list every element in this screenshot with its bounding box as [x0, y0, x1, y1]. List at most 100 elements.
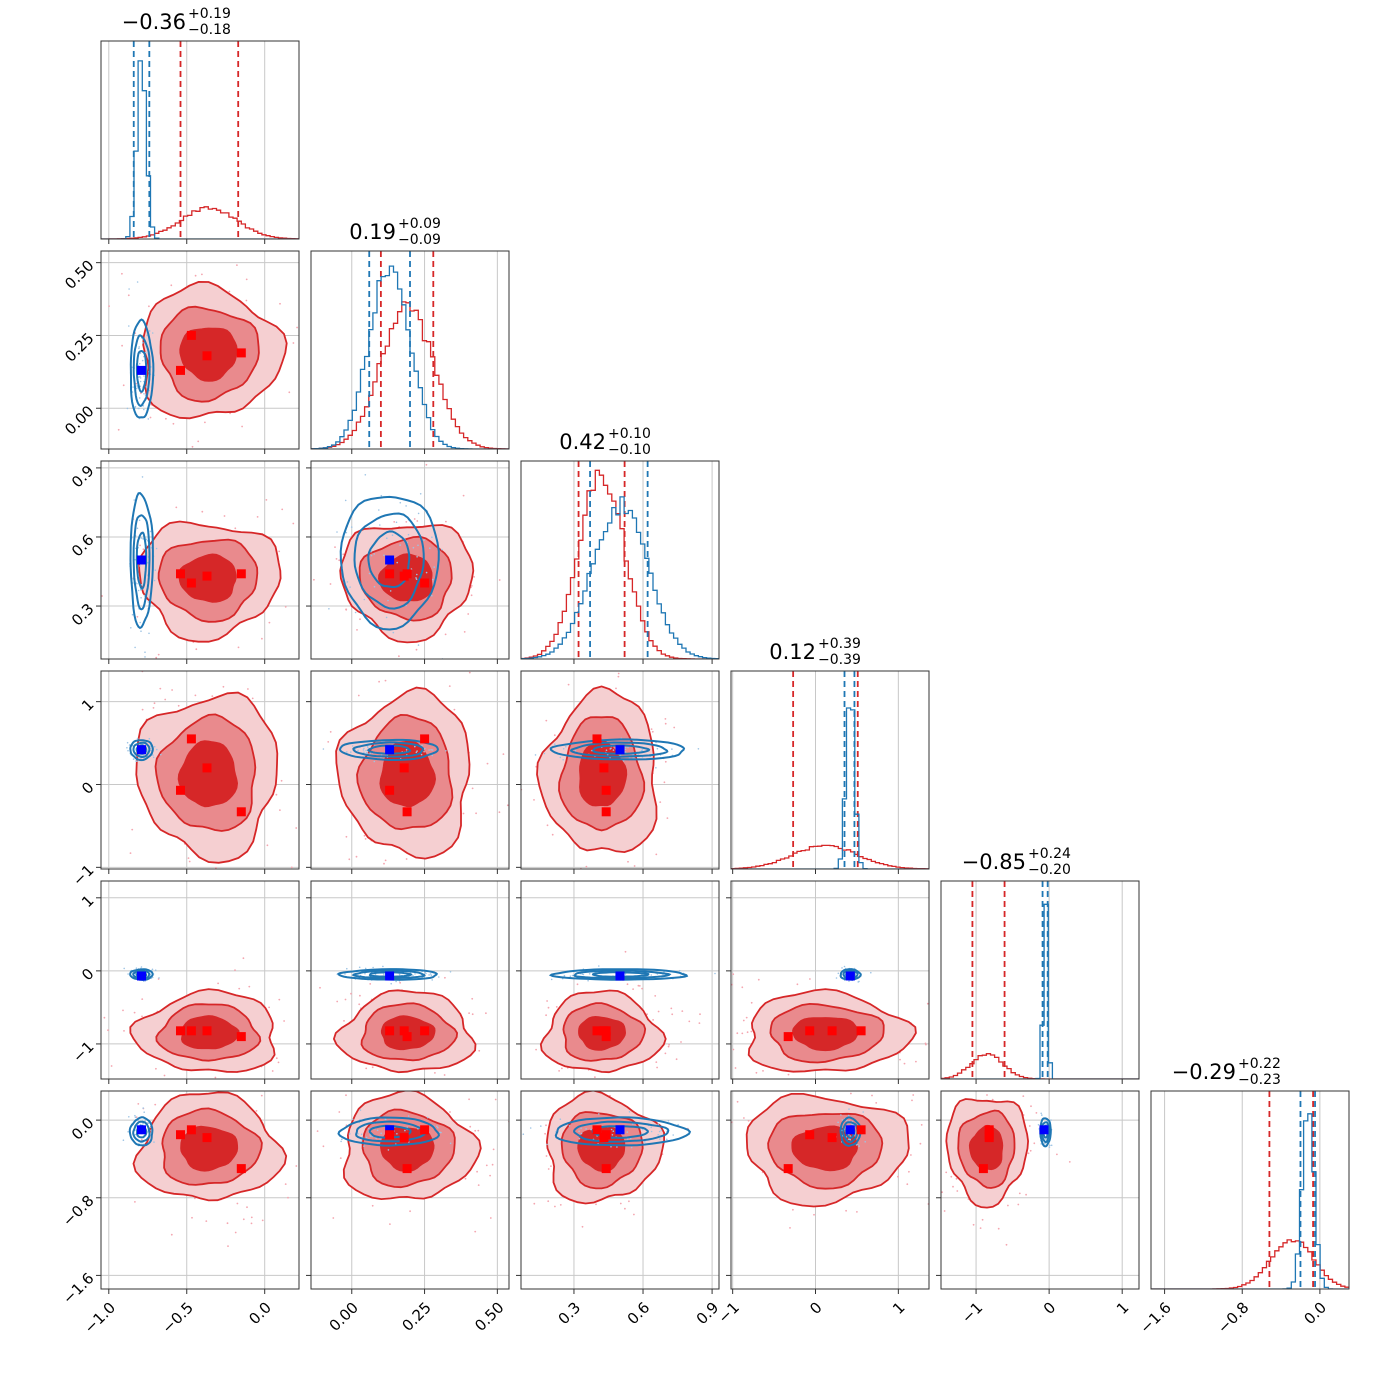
red-sample-point [986, 1094, 988, 1096]
red-sample-point [359, 994, 361, 997]
red-sample-point [597, 876, 599, 878]
red-sample-point [511, 1110, 513, 1112]
red-sample-point [787, 1073, 790, 1076]
red-sample-point [755, 1071, 758, 1074]
blue-sample-point [147, 601, 150, 603]
blue-sample-point [136, 582, 138, 585]
red-sample-point [191, 445, 194, 448]
red-sample-point [680, 1041, 682, 1043]
panel-3-0 [96, 670, 300, 874]
blue-sample-point [626, 1138, 629, 1140]
blue-sample-point [370, 554, 373, 557]
blue-contour-level-1 [129, 968, 154, 982]
blue-contour-level-2 [353, 512, 425, 610]
blue-sample-point [140, 630, 142, 632]
red-sample-point [545, 1124, 547, 1127]
red-sample-point [319, 986, 321, 989]
blue-marker [385, 971, 395, 981]
red-sample-point [172, 422, 175, 425]
blue-sample-point [630, 1146, 633, 1149]
red-sample-point [541, 877, 543, 879]
red-sample-point [506, 804, 509, 807]
blue-sample-point [858, 980, 860, 983]
red-sample-point [288, 391, 291, 394]
red-sample-point [313, 578, 315, 581]
blue-sample-point [144, 656, 146, 658]
red-sample-point [301, 984, 303, 986]
red-sample-point [292, 522, 295, 525]
blue-sample-point [138, 347, 140, 350]
red-sample-point [649, 666, 651, 668]
blue-histogram [731, 707, 929, 869]
red-sample-point [468, 1012, 470, 1014]
blue-contour-level-2 [573, 969, 672, 980]
blue-sample-point [677, 1123, 679, 1126]
red-sample-point [741, 1032, 744, 1035]
blue-marker [137, 365, 146, 375]
blue-sample-point [571, 974, 574, 977]
x-tick-label: 0.50 [471, 1299, 507, 1335]
red-contour-level-3 [177, 740, 239, 808]
panel-2-2: 0.42 +0.10−0.10 [520, 426, 720, 664]
red-sample-point [107, 1029, 109, 1032]
red-sample-point [413, 518, 416, 520]
blue-sample-point [139, 377, 142, 379]
red-marker [186, 578, 196, 588]
red-sample-point [615, 687, 617, 690]
red-sample-point [492, 1007, 494, 1009]
red-sample-point [655, 853, 658, 856]
red-sample-point [842, 1082, 844, 1084]
blue-sample-point [1050, 1144, 1053, 1147]
red-sample-point [135, 382, 138, 385]
red-histogram [521, 469, 719, 659]
blue-sample-point [155, 547, 158, 550]
red-sample-point [175, 506, 178, 509]
blue-sample-point [1040, 1112, 1042, 1115]
red-sample-point [383, 862, 385, 865]
red-marker [599, 763, 609, 773]
blue-sample-point [132, 758, 135, 760]
y-tick-label: −1 [69, 861, 97, 889]
red-sample-point [238, 1082, 240, 1084]
red-sample-point [736, 1032, 739, 1035]
red-marker [592, 1026, 602, 1036]
red-marker [402, 569, 412, 579]
red-sample-point [215, 867, 217, 869]
blue-sample-point [127, 1131, 129, 1133]
red-sample-point [355, 855, 358, 858]
blue-sample-point [870, 971, 872, 974]
red-sample-point [110, 1065, 113, 1067]
blue-sample-point [624, 746, 627, 749]
red-sample-point [624, 950, 627, 953]
red-sample-point [470, 594, 473, 597]
red-sample-point [316, 1130, 319, 1132]
blue-sample-point [436, 1125, 438, 1127]
blue-sample-point [145, 386, 148, 388]
red-sample-point [261, 1219, 264, 1222]
blue-contour-level-3 [592, 744, 651, 755]
blue-contour-level-1 [548, 968, 689, 981]
red-sample-point [489, 1174, 491, 1177]
red-sample-point [1027, 1152, 1030, 1155]
red-marker [385, 569, 395, 579]
blue-sample-point [843, 965, 846, 968]
blue-sample-point [426, 1116, 429, 1119]
y-tick-label: 0.0 [68, 1114, 98, 1144]
red-sample-point [438, 1082, 440, 1084]
red-sample-point [245, 278, 248, 281]
blue-sample-point [714, 972, 716, 975]
red-sample-point [645, 874, 647, 876]
red-sample-point [280, 779, 283, 782]
red-sample-point [275, 793, 278, 796]
red-sample-point [486, 762, 489, 765]
blue-sample-point [428, 974, 430, 976]
blue-sample-point [126, 741, 129, 744]
blue-sample-point [585, 1128, 587, 1130]
blue-sample-point [840, 1114, 842, 1116]
red-marker [805, 1026, 815, 1036]
panel-2-1 [306, 460, 510, 664]
blue-histogram [521, 496, 719, 659]
red-sample-point [675, 1058, 678, 1061]
blue-sample-point [365, 749, 367, 752]
